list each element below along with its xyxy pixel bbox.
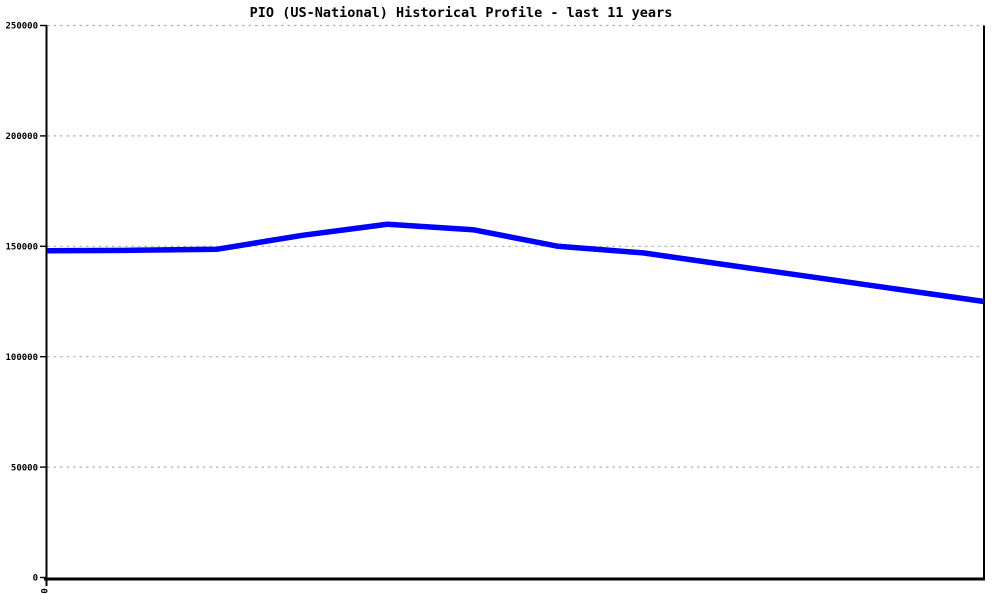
chart-title: PIO (US-National) Historical Profile - l…: [249, 5, 673, 21]
y-axis-tick-label: 200000: [5, 132, 38, 142]
y-axis-tick-label: 150000: [5, 243, 38, 253]
y-axis-tick-label: 100000: [5, 353, 38, 363]
x-axis-tick-label: 0: [38, 588, 48, 593]
y-axis-tick-label: 250000: [5, 22, 38, 32]
y-axis-tick-label: 50000: [11, 463, 38, 473]
y-axis-tick-label: 0: [33, 574, 38, 584]
series-line-0: [46, 221, 985, 305]
